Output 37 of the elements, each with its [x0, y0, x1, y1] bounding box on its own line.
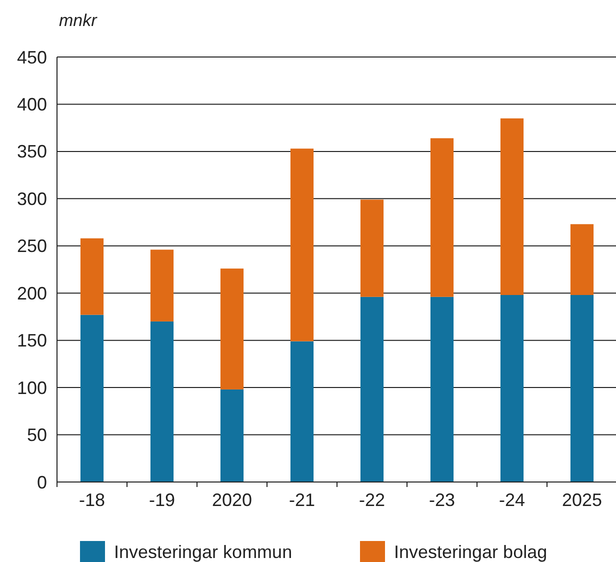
- bar: [570, 295, 594, 482]
- bar: [500, 118, 524, 295]
- bar: [290, 341, 314, 482]
- x-tick-label: -21: [288, 490, 316, 510]
- y-tick-label: 350: [16, 142, 47, 162]
- bar: [360, 200, 384, 297]
- y-tick-label: 250: [16, 236, 47, 256]
- y-tick-label: 200: [16, 283, 47, 304]
- y-tick-label: 450: [16, 47, 47, 68]
- x-tick-label: 2025: [562, 490, 602, 510]
- bar: [430, 138, 454, 297]
- bar: [570, 224, 594, 295]
- bar: [290, 148, 314, 342]
- y-tick-label: 100: [16, 378, 47, 398]
- bar: [360, 296, 384, 482]
- x-tick-label: -19: [148, 490, 176, 510]
- legend-label: Investeringar kommun: [114, 542, 292, 562]
- y-tick-label: 50: [26, 425, 47, 446]
- bar: [220, 389, 244, 482]
- bar: [150, 321, 174, 482]
- bar: [220, 268, 244, 390]
- bar: [430, 296, 454, 482]
- y-tick-label: 150: [16, 330, 47, 351]
- y-tick-label: 0: [36, 472, 47, 492]
- x-tick-label: -22: [358, 490, 386, 510]
- bar: [80, 238, 104, 315]
- x-tick-label: -24: [498, 490, 526, 510]
- x-tick-label: 2020: [212, 490, 252, 510]
- legend-label: Investeringar bolag: [394, 542, 548, 562]
- bar: [80, 314, 104, 482]
- bar: [500, 295, 524, 482]
- y-axis-title: mnkr: [59, 11, 98, 30]
- y-tick-label: 300: [16, 188, 47, 209]
- bar: [150, 250, 174, 322]
- x-tick-label: -23: [428, 490, 456, 510]
- x-tick-label: -18: [78, 490, 106, 510]
- y-tick-label: 400: [16, 94, 47, 115]
